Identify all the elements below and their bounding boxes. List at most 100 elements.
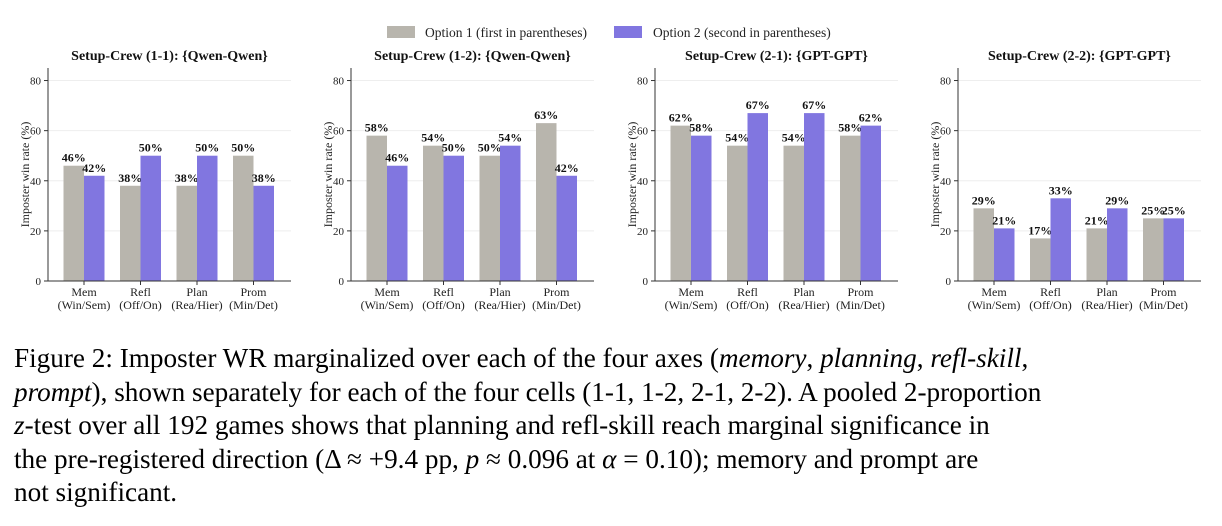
data-label: 42% <box>82 161 106 175</box>
chart-panel-1-2: Setup-Crew (1-2): {Qwen-Qwen} 0 20 40 60 80 Im… <box>321 49 594 312</box>
data-label: 62% <box>859 111 883 125</box>
bar <box>670 125 691 282</box>
data-label: 58% <box>689 121 713 135</box>
bar <box>747 113 768 281</box>
bar <box>253 185 274 281</box>
bar <box>994 228 1015 281</box>
x-tick-label: Prom (Min/Det) <box>1139 285 1188 312</box>
y-tick-label: 80 <box>333 76 345 88</box>
x-tick-label-line: (Off/On) <box>422 298 464 312</box>
x-tick-label-line: Refl <box>130 285 151 299</box>
data-label: 54% <box>782 131 806 145</box>
bar <box>197 155 218 281</box>
bar <box>387 165 408 281</box>
data-label: 58% <box>365 121 389 135</box>
x-tick-label-line: (Min/Det) <box>532 298 581 312</box>
x-tick-label: Plan (Rea/Hier) <box>1081 285 1132 312</box>
caption-memory: memory <box>718 343 807 373</box>
y-tick-label: 20 <box>30 226 42 238</box>
data-label: 67% <box>802 98 826 112</box>
data-label: 50% <box>139 141 163 155</box>
x-tick-label-line: Refl <box>737 285 758 299</box>
x-tick-label-line: (Off/On) <box>1029 298 1071 312</box>
bar <box>176 185 197 281</box>
legend: Option 1 (first in parentheses) Option 2… <box>387 25 831 40</box>
x-tick-label-line: (Min/Det) <box>1139 298 1188 312</box>
data-label: 25% <box>1141 203 1165 217</box>
y-tick-label: 80 <box>940 76 952 88</box>
x-tick-label-line: Plan <box>793 285 814 299</box>
chart-title: Setup-Crew (2-1): {GPT-GPT} <box>685 49 868 64</box>
chart-panel-2-1: Setup-Crew (2-1): {GPT-GPT} 0 20 40 60 80 Impo… <box>625 49 898 312</box>
caption-refl-skill: refl-skill <box>930 343 1022 373</box>
bar <box>423 145 444 281</box>
chart-title: Setup-Crew (1-1): {Qwen-Qwen} <box>71 49 268 64</box>
caption-sep-2: , <box>916 343 931 373</box>
x-tick-label-line: Prom <box>240 285 267 299</box>
caption-planning: planning <box>820 343 917 373</box>
data-label: 46% <box>385 151 409 165</box>
x-tick-label: Mem (Win/Sem) <box>58 285 111 312</box>
bar <box>1107 208 1128 281</box>
x-tick-label-line: (Win/Sem) <box>665 298 718 312</box>
data-label: 50% <box>195 141 219 155</box>
bar <box>366 135 387 281</box>
bar <box>691 135 712 281</box>
bar <box>1163 218 1184 281</box>
bar <box>783 145 804 281</box>
y-tick-label: 0 <box>36 276 42 288</box>
data-label: 58% <box>838 121 862 135</box>
caption-alpha: α <box>602 443 617 474</box>
caption-body-3: ≈ 0.096 at <box>479 443 603 474</box>
data-label: 63% <box>534 108 558 122</box>
data-label: 38% <box>252 171 276 185</box>
figure-caption: Figure 2: Imposter WR marginalized over … <box>14 342 1210 510</box>
x-tick-label-line: Prom <box>847 285 874 299</box>
x-tick-label-line: (Rea/Hier) <box>474 298 525 312</box>
x-tick-label: Refl (Off/On) <box>119 285 161 312</box>
x-tick-label: Plan (Rea/Hier) <box>778 285 829 312</box>
caption-prompt: prompt <box>14 376 92 407</box>
x-tick-label-line: (Rea/Hier) <box>1081 298 1132 312</box>
bar <box>1050 198 1071 281</box>
x-tick-label: Refl (Off/On) <box>726 285 768 312</box>
y-tick-label: 20 <box>637 226 649 238</box>
x-tick-label-line: Mem <box>71 285 97 299</box>
data-label: 38% <box>175 171 199 185</box>
y-axis-label: Imposter win rate (%) <box>625 122 639 228</box>
data-label: 38% <box>118 171 142 185</box>
x-tick-label-line: (Rea/Hier) <box>171 298 222 312</box>
caption-body-1: ), shown separately for each of the four… <box>91 376 1042 407</box>
data-label: 42% <box>555 161 579 175</box>
x-tick-label-line: Mem <box>981 285 1007 299</box>
y-tick-label: 20 <box>333 226 345 238</box>
x-tick-label-line: (Min/Det) <box>836 298 885 312</box>
x-tick-label: Mem (Win/Sem) <box>361 285 414 312</box>
bar <box>556 175 577 281</box>
y-tick-label: 60 <box>637 126 649 138</box>
x-tick-label-line: Refl <box>433 285 454 299</box>
data-label: 54% <box>421 131 445 145</box>
data-label: 54% <box>725 131 749 145</box>
chart-title: Setup-Crew (2-2): {GPT-GPT} <box>988 49 1171 64</box>
data-label: 50% <box>478 141 502 155</box>
x-tick-label: Refl (Off/On) <box>1029 285 1071 312</box>
x-tick-label-line: (Win/Sem) <box>361 298 414 312</box>
y-tick-label: 60 <box>940 126 952 138</box>
legend-label-option-2: Option 2 (second in parentheses) <box>653 25 831 40</box>
data-label: 67% <box>746 98 770 112</box>
chart-panel-1-1: Setup-Crew (1-1): {Qwen-Qwen} 0 20 40 60 80 Im… <box>18 49 291 312</box>
bar <box>120 185 141 281</box>
x-tick-label: Plan (Rea/Hier) <box>474 285 525 312</box>
bar <box>840 135 861 281</box>
x-tick-label-line: (Win/Sem) <box>968 298 1021 312</box>
caption-z: z <box>14 410 25 441</box>
y-tick-label: 40 <box>940 176 952 188</box>
y-tick-label: 0 <box>643 276 649 288</box>
x-tick-label-line: Plan <box>489 285 510 299</box>
x-tick-label: Refl (Off/On) <box>422 285 464 312</box>
data-label: 54% <box>498 131 522 145</box>
data-label: 62% <box>669 111 693 125</box>
charts-area: Setup-Crew (1-1): {Qwen-Qwen} 0 20 40 60 80 Im… <box>0 40 1222 330</box>
bar <box>804 113 825 281</box>
